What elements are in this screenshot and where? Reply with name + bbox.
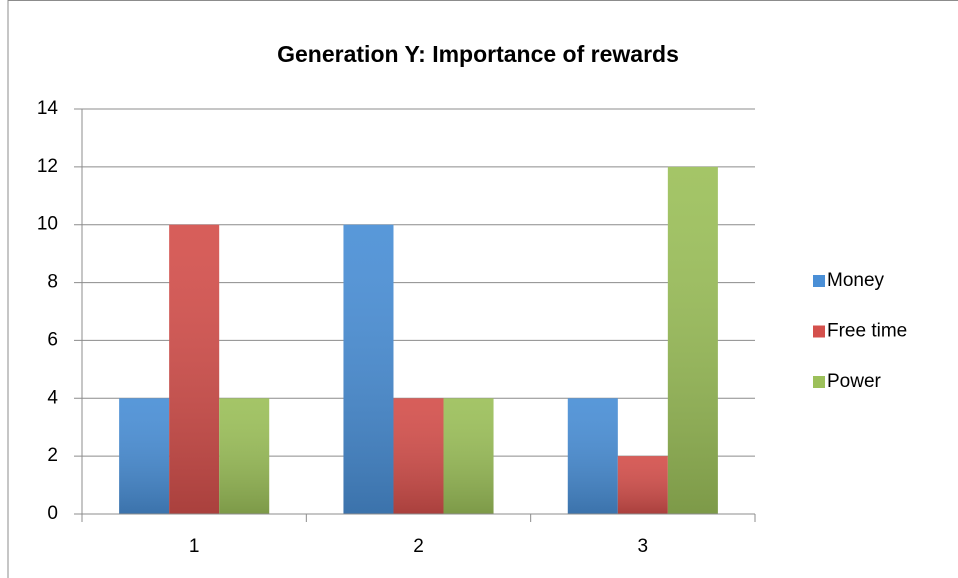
bar <box>343 224 394 514</box>
chart-title: Generation Y: Importance of rewards <box>277 41 679 67</box>
y-tick-label: 2 <box>47 445 58 466</box>
legend-swatch <box>813 325 825 338</box>
y-tick-label: 0 <box>47 503 58 524</box>
legend-label: Power <box>827 371 882 392</box>
bar <box>443 398 494 514</box>
x-tick-label: 3 <box>638 536 649 557</box>
legend-label: Money <box>827 270 885 291</box>
y-tick-label: 8 <box>47 272 58 293</box>
legend-swatch <box>813 275 825 287</box>
x-tick-label: 1 <box>189 536 200 557</box>
y-tick-label: 14 <box>37 98 59 119</box>
bar <box>567 398 618 514</box>
bar <box>119 398 170 514</box>
y-tick-label: 6 <box>47 329 58 350</box>
legend-label: Free time <box>827 321 907 342</box>
bar <box>667 166 718 514</box>
bar <box>617 456 668 514</box>
bar <box>219 398 270 514</box>
bar <box>393 398 444 514</box>
y-tick-label: 10 <box>37 214 58 235</box>
y-tick-label: 4 <box>47 387 58 408</box>
y-tick-label: 12 <box>37 156 58 177</box>
x-tick-label: 2 <box>413 536 424 557</box>
legend-swatch <box>813 376 825 388</box>
bar <box>169 224 220 514</box>
